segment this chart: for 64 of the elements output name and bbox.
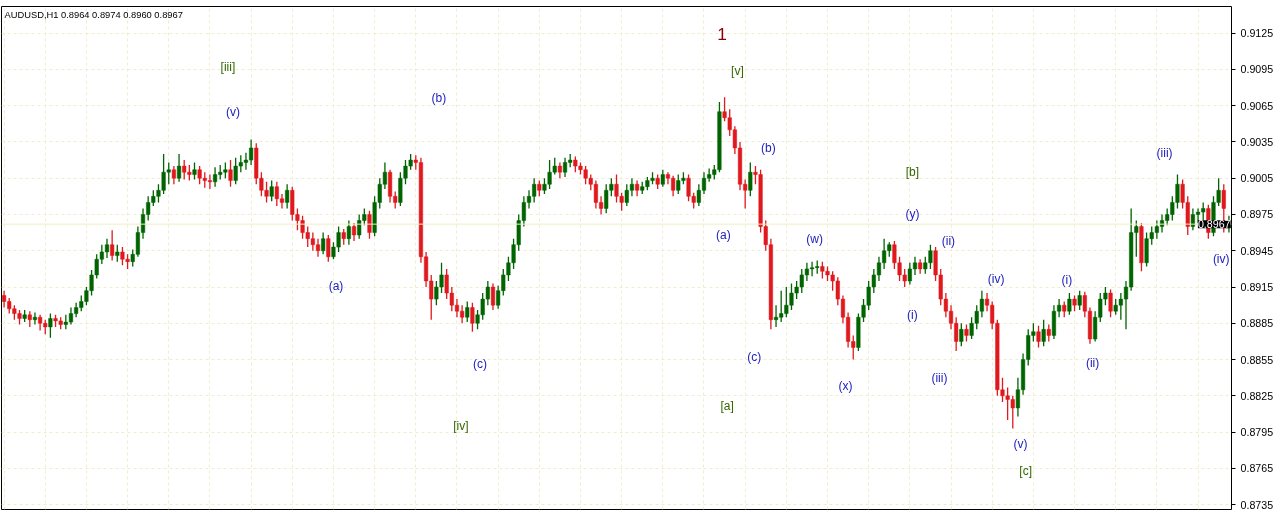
annotation: [iv] — [453, 419, 469, 434]
candlestick — [1077, 290, 1082, 311]
y-tick-label: 0.8945 — [1240, 244, 1274, 257]
candlestick — [470, 302, 475, 333]
annotation: [c] — [1019, 463, 1032, 478]
annotation: (a) — [328, 278, 344, 293]
annotation: (i) — [907, 307, 918, 322]
candlestick — [1041, 319, 1046, 347]
annotation: [iii] — [220, 59, 236, 74]
annotation: (y) — [905, 207, 920, 222]
annotation: (c) — [473, 357, 488, 372]
candlestick — [465, 300, 470, 323]
annotation: (iv) — [1212, 252, 1230, 267]
candlestick — [748, 161, 753, 197]
candlestick — [1067, 292, 1072, 316]
y-tick-label: 0.9005 — [1240, 172, 1274, 185]
y-tick-label: 0.9035 — [1240, 135, 1274, 148]
annotation: (iii) — [931, 370, 948, 385]
annotation: (x) — [838, 379, 853, 394]
y-tick-label: 0.9125 — [1240, 27, 1274, 40]
candlestick — [48, 312, 53, 339]
candlestick — [269, 179, 274, 202]
annotation: (i) — [1061, 272, 1073, 287]
annotation: (a) — [715, 228, 731, 243]
y-tick-label: 0.9065 — [1240, 99, 1274, 112]
y-tick-label: 0.8825 — [1240, 389, 1274, 402]
ref-line-label: 0.8967 — [1197, 218, 1231, 231]
chart-title: AUDUSD,H1 0.8964 0.8974 0.8960 0.8967 — [4, 9, 183, 20]
y-tick-label: 0.9095 — [1240, 63, 1274, 76]
annotation: (v) — [226, 104, 241, 119]
annotation: (v) — [1013, 437, 1028, 452]
y-tick-label: 0.8975 — [1240, 208, 1274, 221]
y-tick-label: 0.8795 — [1240, 426, 1274, 439]
candlestick — [171, 165, 176, 185]
candlestick — [1108, 288, 1113, 318]
candlestick — [110, 229, 115, 262]
annotation: (ii) — [941, 234, 956, 249]
y-tick-label: 0.8735 — [1240, 498, 1274, 511]
annotation: (iv) — [987, 271, 1005, 286]
candlestick — [346, 219, 351, 246]
candlestick — [285, 183, 290, 210]
y-tick-label: 0.8855 — [1240, 353, 1274, 366]
candlestick — [228, 159, 233, 188]
annotation: [b] — [905, 165, 920, 180]
annotation: (c) — [747, 350, 762, 365]
candlestick — [490, 282, 496, 311]
annotation: (b) — [760, 140, 776, 155]
y-tick-label: 0.8915 — [1240, 281, 1274, 294]
annotation: (ii) — [1085, 356, 1100, 371]
candlestick — [959, 322, 964, 347]
y-tick-label: 0.8765 — [1240, 462, 1274, 475]
candlestick — [321, 231, 326, 256]
annotation: (w) — [806, 231, 823, 246]
annotation: 1 — [717, 24, 727, 45]
annotation: [a] — [720, 398, 734, 413]
annotation: (b) — [431, 91, 447, 106]
candlestick — [367, 210, 372, 240]
candlestick — [1036, 325, 1041, 349]
candlestick — [32, 311, 37, 326]
annotation: [v] — [731, 63, 744, 78]
candlestick — [326, 234, 331, 263]
annotation: (iii) — [1156, 145, 1173, 160]
y-tick-label: 0.8885 — [1240, 317, 1274, 330]
candlestick — [177, 153, 182, 183]
